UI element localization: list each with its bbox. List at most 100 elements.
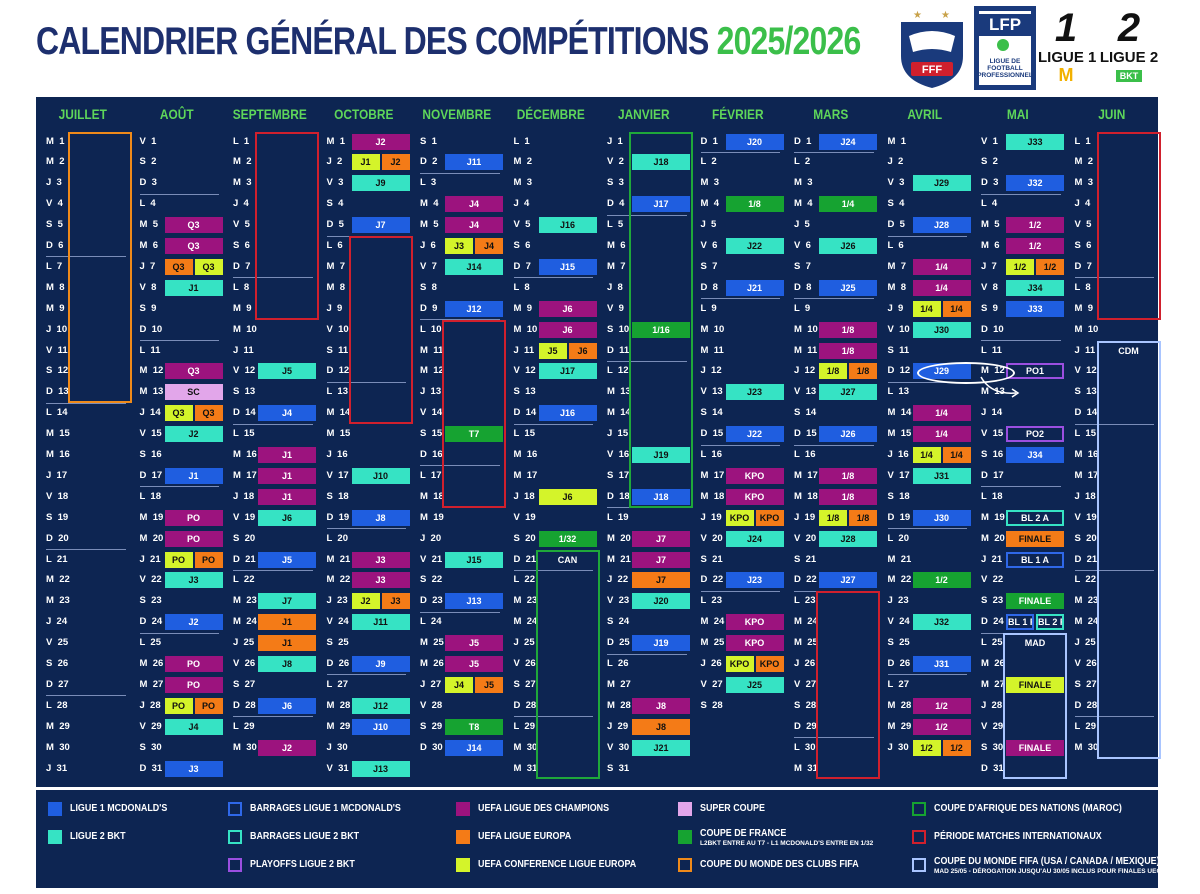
match-event[interactable]: SC bbox=[164, 384, 223, 401]
match-event[interactable]: KPO bbox=[725, 467, 784, 484]
match-event[interactable]: J8 bbox=[258, 656, 316, 672]
match-event[interactable]: J32 bbox=[912, 614, 971, 631]
match-event[interactable]: J18 bbox=[632, 488, 690, 505]
match-event[interactable]: J4 bbox=[475, 238, 503, 254]
match-event[interactable]: J33 bbox=[1006, 133, 1064, 150]
match-event[interactable]: J34 bbox=[1006, 447, 1064, 463]
match-event[interactable]: J25 bbox=[725, 676, 784, 693]
match-event[interactable]: J11 bbox=[351, 614, 410, 631]
match-event[interactable]: J5 bbox=[445, 656, 503, 672]
match-event[interactable]: Q3 bbox=[164, 258, 193, 275]
match-event[interactable]: 1/2 bbox=[1006, 217, 1064, 234]
match-event[interactable]: J25 bbox=[819, 279, 877, 296]
match-event[interactable]: 1/2 bbox=[912, 718, 971, 735]
match-event[interactable]: 1/2 bbox=[1036, 258, 1064, 275]
match-event[interactable]: J9 bbox=[351, 175, 410, 192]
match-event[interactable]: 1/4 bbox=[912, 300, 941, 317]
match-event[interactable]: 1/2 bbox=[912, 572, 971, 589]
match-event[interactable]: J14 bbox=[445, 739, 503, 756]
match-event[interactable]: BL 1 A bbox=[1006, 551, 1064, 568]
match-event[interactable]: 1/8 bbox=[849, 509, 877, 526]
match-event[interactable]: J10 bbox=[351, 718, 410, 735]
match-event[interactable]: J29 bbox=[912, 175, 971, 192]
match-event[interactable]: PO bbox=[164, 676, 223, 693]
match-event[interactable]: 1/8 bbox=[725, 196, 784, 213]
match-event[interactable]: Q3 bbox=[164, 238, 223, 254]
match-event[interactable]: 1/8 bbox=[819, 488, 877, 505]
match-event[interactable]: J15 bbox=[445, 551, 503, 568]
match-event[interactable]: J5 bbox=[258, 551, 316, 568]
match-event[interactable]: Q3 bbox=[194, 258, 223, 275]
match-event[interactable]: J28 bbox=[819, 530, 877, 547]
match-event[interactable]: BL 2 R bbox=[1036, 614, 1064, 631]
match-event[interactable]: J3 bbox=[164, 572, 223, 589]
match-event[interactable]: J4 bbox=[258, 405, 316, 422]
match-event[interactable]: J15 bbox=[538, 258, 597, 275]
match-event[interactable]: J13 bbox=[351, 760, 410, 777]
match-event[interactable]: J4 bbox=[445, 676, 473, 693]
match-event[interactable]: J12 bbox=[445, 300, 503, 317]
match-event[interactable]: J8 bbox=[351, 509, 410, 526]
match-event[interactable]: 1/2 bbox=[942, 739, 971, 756]
match-event[interactable]: 1/4 bbox=[912, 405, 971, 422]
match-event[interactable]: J6 bbox=[258, 509, 316, 526]
match-event[interactable]: J10 bbox=[351, 467, 410, 484]
match-event[interactable]: 1/4 bbox=[912, 279, 971, 296]
match-event[interactable]: J6 bbox=[568, 342, 597, 359]
match-event[interactable]: 1/8 bbox=[819, 509, 847, 526]
match-event[interactable]: 1/4 bbox=[912, 258, 971, 275]
match-event[interactable]: PO2 bbox=[1006, 426, 1064, 443]
match-event[interactable]: J14 bbox=[445, 258, 503, 275]
match-event[interactable]: J5 bbox=[475, 676, 503, 693]
match-event[interactable]: J6 bbox=[258, 697, 316, 714]
match-event[interactable]: J7 bbox=[632, 572, 690, 589]
match-event[interactable]: J28 bbox=[912, 217, 971, 234]
match-event[interactable]: J17 bbox=[538, 363, 597, 380]
match-event[interactable]: J22 bbox=[725, 426, 784, 443]
match-event[interactable]: 1/4 bbox=[912, 447, 941, 463]
match-event[interactable]: J4 bbox=[164, 718, 223, 735]
match-event[interactable]: KPO bbox=[725, 509, 754, 526]
match-event[interactable]: 1/2 bbox=[1006, 238, 1064, 254]
match-event[interactable]: J24 bbox=[725, 530, 784, 547]
match-event[interactable]: KPO bbox=[725, 635, 784, 652]
match-event[interactable]: T8 bbox=[445, 718, 503, 735]
match-event[interactable]: J19 bbox=[632, 635, 690, 652]
match-event[interactable]: J3 bbox=[351, 572, 410, 589]
match-event[interactable]: J31 bbox=[912, 656, 971, 672]
match-event[interactable]: J6 bbox=[538, 488, 597, 505]
match-event[interactable]: J19 bbox=[632, 447, 690, 463]
match-event[interactable]: J1 bbox=[164, 279, 223, 296]
match-event[interactable]: FINALE bbox=[1006, 530, 1064, 547]
match-event[interactable]: PO bbox=[164, 656, 223, 672]
match-event[interactable]: J1 bbox=[258, 635, 316, 652]
match-event[interactable]: PO bbox=[164, 509, 223, 526]
match-event[interactable]: 1/8 bbox=[819, 363, 847, 380]
match-event[interactable]: J8 bbox=[632, 697, 690, 714]
match-event[interactable]: J2 bbox=[164, 614, 223, 631]
match-event[interactable]: 1/2 bbox=[1006, 258, 1034, 275]
match-event[interactable]: J27 bbox=[819, 572, 877, 589]
match-event[interactable]: KPO bbox=[725, 656, 754, 672]
match-event[interactable]: KPO bbox=[725, 488, 784, 505]
match-event[interactable]: Q3 bbox=[164, 405, 193, 422]
match-event[interactable]: T7 bbox=[445, 426, 503, 443]
match-event[interactable]: J18 bbox=[632, 154, 690, 171]
match-event[interactable]: 1/4 bbox=[912, 426, 971, 443]
match-event[interactable]: Q3 bbox=[164, 217, 223, 234]
match-event[interactable]: PO bbox=[164, 697, 193, 714]
match-event[interactable]: J5 bbox=[445, 635, 503, 652]
match-event[interactable]: 1/8 bbox=[819, 321, 877, 338]
match-event[interactable]: J3 bbox=[164, 760, 223, 777]
match-event[interactable]: Q3 bbox=[164, 363, 223, 380]
match-event[interactable]: J20 bbox=[725, 133, 784, 150]
match-event[interactable]: 1/2 bbox=[912, 739, 941, 756]
match-event[interactable]: PO bbox=[164, 530, 223, 547]
match-event[interactable]: J30 bbox=[912, 321, 971, 338]
match-event[interactable]: J20 bbox=[632, 593, 690, 610]
match-event[interactable]: J6 bbox=[538, 321, 597, 338]
match-event[interactable]: J4 bbox=[445, 196, 503, 213]
match-event[interactable]: FINALE bbox=[1006, 593, 1064, 610]
match-event[interactable]: KPO bbox=[755, 509, 784, 526]
match-event[interactable]: J7 bbox=[258, 593, 316, 610]
